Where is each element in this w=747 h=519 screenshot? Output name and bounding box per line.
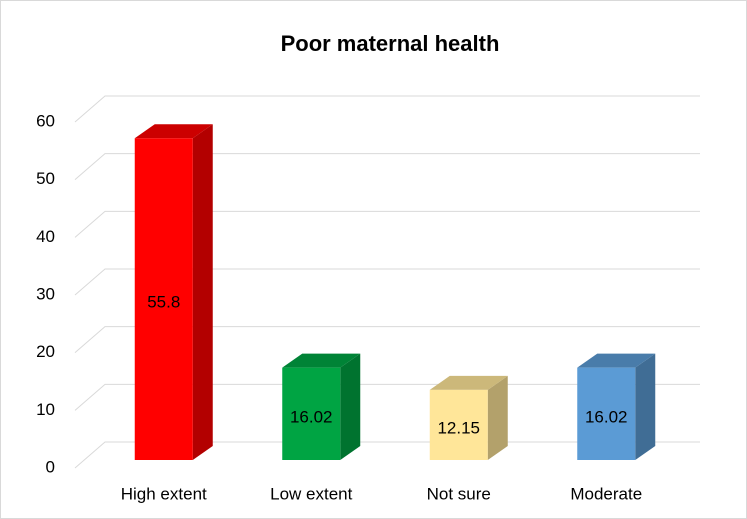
bar-face [577,353,656,368]
x-tick-label: Moderate [570,484,642,503]
data-label: 55.8 [147,293,180,312]
data-label: 16.02 [290,407,333,426]
data-label: 16.02 [585,407,628,426]
x-tick-label: Low extent [270,484,352,503]
bar-face [134,124,213,139]
y-tick-label: 50 [36,169,55,188]
grid-line [74,210,700,238]
bar-face [577,367,636,460]
bar [577,353,656,460]
bar-face [282,353,361,368]
bar-face [340,353,361,460]
grid-line [74,153,700,181]
grid-line [74,326,700,354]
chart-title: Poor maternal health [281,31,500,56]
bar-face [429,389,488,460]
y-tick-label: 10 [36,400,55,419]
y-tick-label: 60 [36,111,55,130]
bar [134,124,213,460]
bar-face [429,375,508,390]
grid-line [74,95,700,123]
grid-line [74,268,700,296]
data-label: 12.15 [437,418,480,437]
bar-face [487,375,508,460]
bar [282,353,361,460]
y-tick-label: 20 [36,342,55,361]
y-tick-label: 30 [36,284,55,303]
y-tick-label: 40 [36,227,55,246]
bar-face [635,353,656,460]
bar-face [282,367,341,460]
y-tick-label: 0 [46,457,55,476]
bar-face [192,124,213,460]
x-tick-label: High extent [121,484,207,503]
x-tick-label: Not sure [427,484,491,503]
bar-face [134,138,193,460]
bar [429,375,508,460]
